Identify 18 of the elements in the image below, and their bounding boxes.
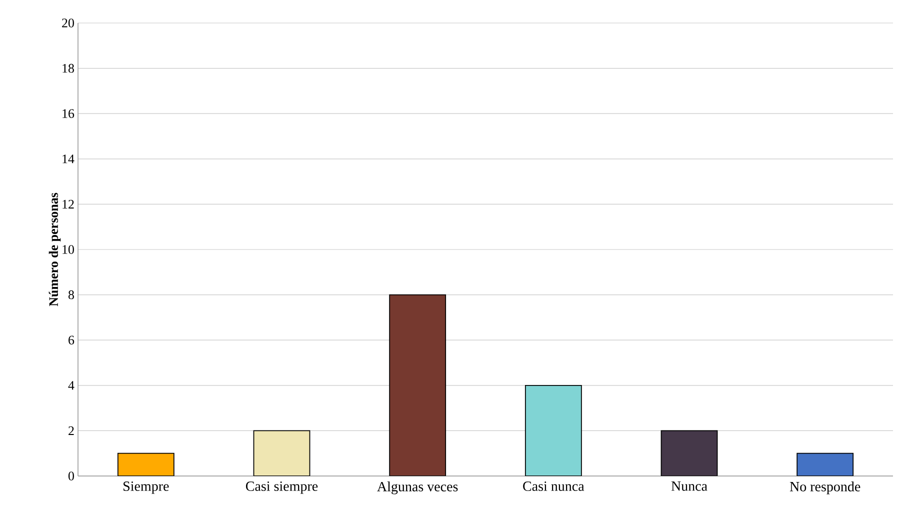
- y-tick-label: 16: [62, 109, 74, 118]
- x-tick-label: Nunca: [671, 482, 708, 491]
- y-tick-label: 18: [62, 64, 74, 73]
- x-tick-label: No responde: [790, 482, 860, 494]
- x-tick-label: Algunas veces: [377, 482, 458, 494]
- y-tick-label: 20: [62, 18, 74, 28]
- x-tick-label: Casi siempre: [246, 482, 318, 494]
- y-tick-label: 0: [68, 472, 74, 480]
- y-tick-label: 2: [68, 426, 74, 435]
- y-tick-label: 8: [68, 290, 74, 300]
- y-tick-label: 12: [62, 200, 74, 208]
- y-tick-label: 14: [62, 154, 74, 164]
- x-tick-label: Siempre: [124, 482, 169, 494]
- y-tick-label: 4: [68, 381, 74, 390]
- y-tick-label: 10: [62, 245, 74, 254]
- y-tick-label: 6: [68, 336, 74, 344]
- y-axis-title: Número de personas: [48, 192, 61, 306]
- x-tick-label: Casi nunca: [523, 482, 584, 491]
